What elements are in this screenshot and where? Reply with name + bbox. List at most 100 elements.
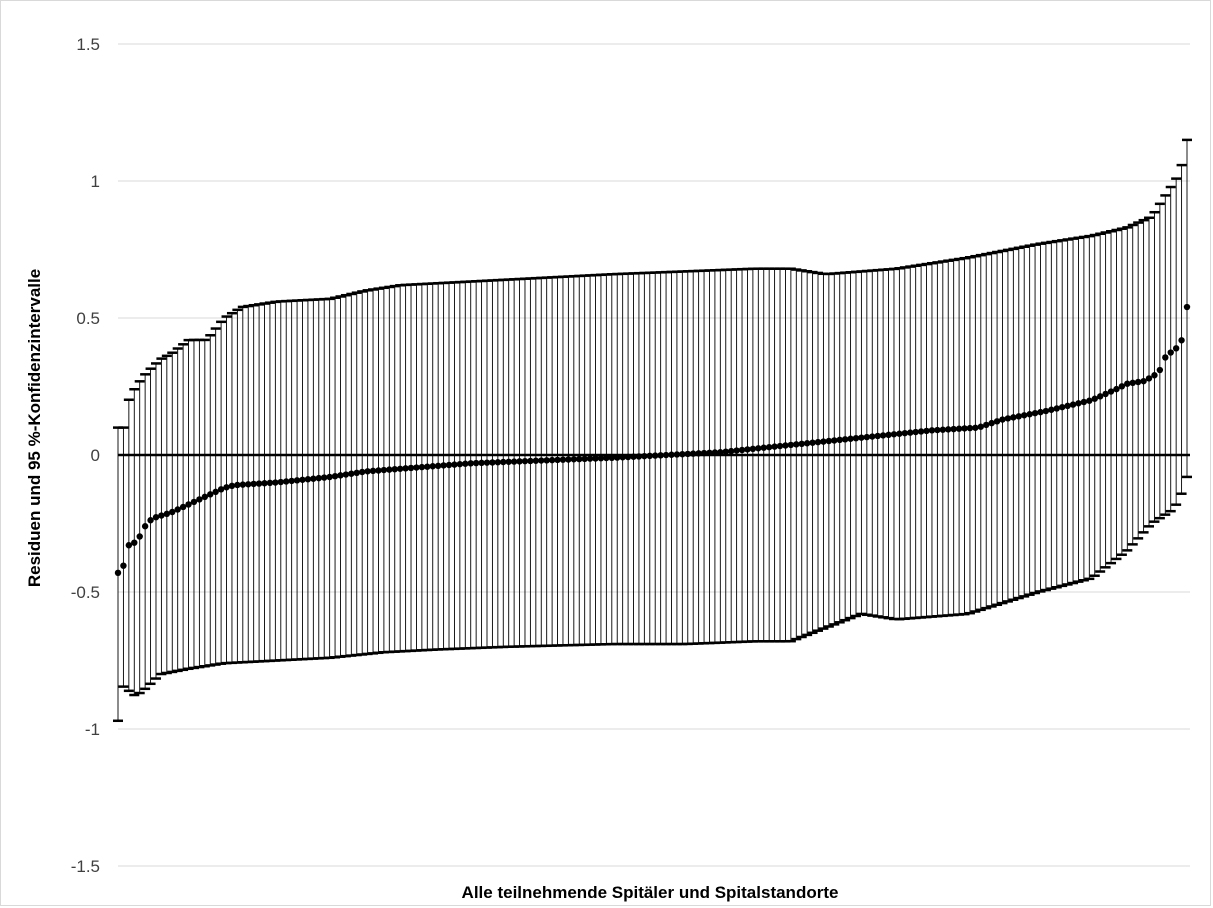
residual-point <box>141 523 149 530</box>
residual-point <box>787 441 795 449</box>
residual-point <box>543 457 550 464</box>
residual-point <box>375 467 382 474</box>
residual-point <box>581 455 588 463</box>
residual-point <box>462 460 469 467</box>
residual-point <box>152 514 160 521</box>
residual-point <box>364 468 371 475</box>
residual-point <box>532 457 540 464</box>
residual-point <box>245 481 252 488</box>
residual-point <box>863 433 871 441</box>
residual-point <box>445 461 453 469</box>
residual-point <box>1172 345 1180 352</box>
residual-point <box>896 430 903 437</box>
residual-point <box>1042 407 1050 415</box>
residual-point <box>869 433 876 440</box>
residual-point <box>1145 375 1153 382</box>
residual-point <box>901 429 909 437</box>
residual-point <box>163 510 171 518</box>
residual-point <box>179 503 187 511</box>
residual-point <box>1124 380 1131 387</box>
residual-point <box>760 444 767 451</box>
residual-point <box>1086 397 1093 404</box>
residual-point <box>1183 303 1191 311</box>
residual-point <box>201 493 209 501</box>
residual-point <box>407 464 415 472</box>
confidence-intervals <box>113 138 1192 723</box>
residual-point <box>831 437 838 444</box>
residual-point <box>641 452 648 460</box>
residual-point <box>673 451 681 458</box>
residual-point <box>1118 383 1126 390</box>
residual-point <box>1113 385 1120 393</box>
residual-point <box>1026 411 1033 418</box>
residual-point <box>321 474 328 481</box>
residual-point <box>1134 378 1142 386</box>
residual-point <box>1004 415 1012 422</box>
residual-point <box>793 441 800 448</box>
residual-point <box>391 465 398 473</box>
residual-point <box>825 437 833 445</box>
y-tick-label: -1.5 <box>71 857 100 876</box>
y-tick-label: 0 <box>91 446 100 465</box>
residual-points <box>114 303 1191 577</box>
residual-point <box>939 426 947 433</box>
y-tick-label: -1 <box>85 720 100 739</box>
residual-point <box>619 454 626 461</box>
residual-point <box>478 459 485 467</box>
residual-point <box>500 458 507 466</box>
residual-point <box>1091 395 1098 402</box>
residual-point <box>885 431 892 439</box>
residual-point <box>565 456 572 463</box>
residual-point <box>505 458 512 465</box>
residual-point <box>212 488 219 496</box>
residual-point <box>912 428 919 436</box>
residual-point <box>722 448 729 455</box>
residual-point <box>630 453 637 460</box>
residual-point <box>277 478 284 486</box>
residual-point <box>972 424 979 431</box>
residual-point <box>1048 406 1055 413</box>
residual-point <box>326 473 333 481</box>
residual-point <box>353 469 360 477</box>
residual-point <box>744 446 751 453</box>
residual-point <box>483 459 491 466</box>
residual-point <box>717 449 724 456</box>
residual-point <box>337 472 344 479</box>
residual-point <box>158 512 165 519</box>
residual-point <box>1129 379 1136 387</box>
residual-point <box>586 455 594 462</box>
residual-point <box>657 452 664 459</box>
residual-point <box>472 459 480 467</box>
y-tick-labels: 1.5 1 0.5 0 -0.5 -1 -1.5 <box>71 35 100 876</box>
residual-point <box>147 517 154 524</box>
residual-point <box>809 439 816 446</box>
residual-point <box>299 476 306 483</box>
residual-point <box>727 447 735 455</box>
residual-point <box>261 480 268 487</box>
residual-point <box>841 436 849 443</box>
residual-point <box>993 418 1001 425</box>
residual-point <box>765 443 773 451</box>
residual-point <box>700 449 708 457</box>
residual-point <box>136 533 143 540</box>
residual-point <box>120 562 127 569</box>
residual-point <box>255 480 263 487</box>
residual-point <box>467 460 474 467</box>
residual-point <box>1107 388 1115 395</box>
residual-point <box>1010 414 1017 421</box>
residual-point <box>733 447 740 454</box>
residual-point <box>749 445 757 453</box>
residual-point <box>923 427 930 435</box>
residual-point <box>945 426 952 433</box>
residual-point <box>652 452 659 459</box>
residual-point <box>527 457 534 465</box>
residual-point <box>293 477 301 484</box>
residual-point <box>451 461 458 468</box>
residual-point <box>380 466 388 474</box>
residual-point <box>782 442 789 449</box>
residual-point <box>207 491 214 498</box>
residual-point <box>114 569 122 577</box>
residual-point <box>440 462 447 469</box>
residual-point <box>510 458 518 465</box>
residual-point <box>190 498 198 506</box>
